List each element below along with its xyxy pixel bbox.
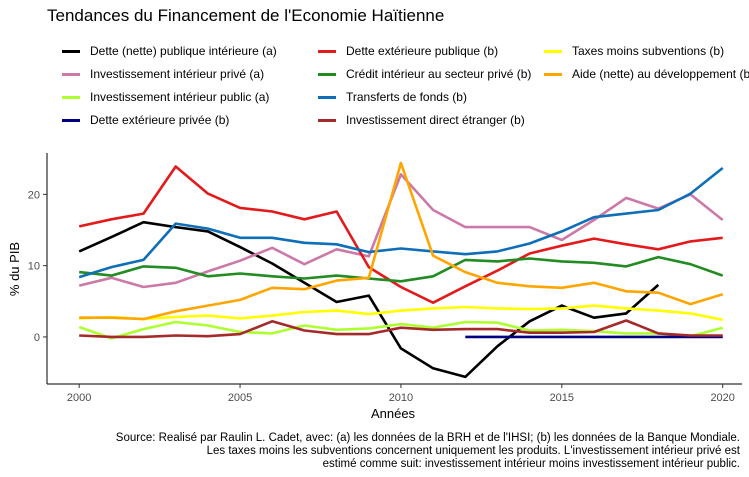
series-line-5 xyxy=(78,165,723,305)
legend-key xyxy=(62,95,80,99)
legend-item-8: Investissement direct étranger (b) xyxy=(318,111,525,129)
legend-item-7: Transferts de fonds (b) xyxy=(318,88,467,106)
legend-label: Investissement intérieur privé (a) xyxy=(90,67,265,81)
y-tick-label: 10 xyxy=(28,261,40,273)
legend-key xyxy=(318,95,336,99)
series-line-1 xyxy=(78,220,660,379)
source-line-3: estimé comme suit: investissement intéri… xyxy=(322,458,740,470)
series-line-10 xyxy=(79,161,724,321)
legend-label: Dette extérieure publique (b) xyxy=(346,44,499,58)
source-line-2: Les taxes moins les subventions concerne… xyxy=(206,445,740,457)
x-tick-label: 2010 xyxy=(389,392,413,404)
legend-item-3: Investissement intérieur public (a) xyxy=(62,88,269,106)
series-line-3 xyxy=(78,320,724,340)
series-line-9 xyxy=(79,304,723,322)
y-tick-label: 0 xyxy=(34,332,40,344)
x-tick-label: 2020 xyxy=(710,392,734,404)
legend-label: Taxes moins subventions (b) xyxy=(572,44,725,58)
x-tick-label: 2000 xyxy=(67,392,91,404)
legend-key xyxy=(544,49,562,53)
legend-label: Investissement intérieur public (a) xyxy=(90,90,270,104)
source-line-1: Source: Realisé par Raulin L. Cadet, ave… xyxy=(115,432,740,444)
x-tick-label: 2015 xyxy=(550,392,574,404)
legend-item-4: Dette extérieure privée (b) xyxy=(62,111,229,129)
legend-key xyxy=(318,49,336,53)
legend-key xyxy=(62,72,80,76)
legend-key xyxy=(544,72,562,76)
legend-label: Aide (nette) au développement (b) xyxy=(572,67,749,81)
x-axis-title: Années xyxy=(371,406,416,421)
legend-key xyxy=(318,118,336,122)
series-line-6 xyxy=(79,255,724,283)
y-tick-label: 20 xyxy=(28,189,40,201)
legend-label: Crédit intérieur au secteur privé (b) xyxy=(346,67,532,81)
legend-item-5: Dette extérieure publique (b) xyxy=(318,42,498,60)
chart-source-note: Source: Realisé par Raulin L. Cadet, ave… xyxy=(50,432,740,471)
legend-item-6: Crédit intérieur au secteur privé (b) xyxy=(318,65,531,83)
legend-item-10: Aide (nette) au développement (b) xyxy=(544,65,749,83)
legend-key xyxy=(62,49,80,53)
series-line-2 xyxy=(78,173,724,289)
legend-label: Dette extérieure privée (b) xyxy=(90,113,230,127)
chart-title: Tendances du Financement de l'Economie H… xyxy=(47,6,445,25)
legend-key xyxy=(318,72,336,76)
x-tick-label: 2005 xyxy=(228,392,252,404)
y-axis-title: % du PIB xyxy=(7,242,22,296)
chart-legend: Dette (nette) publique intérieure (a) Inv… xyxy=(62,42,749,134)
legend-label: Investissement direct étranger (b) xyxy=(346,113,525,127)
legend-item-2: Investissement intérieur privé (a) xyxy=(62,65,264,83)
legend-item-9: Taxes moins subventions (b) xyxy=(544,42,724,60)
series-line-7 xyxy=(78,166,724,279)
legend-label: Dette (nette) publique intérieure (a) xyxy=(90,44,277,58)
series-line-8 xyxy=(79,319,723,339)
legend-key xyxy=(62,118,80,122)
legend-label: Transferts de fonds (b) xyxy=(346,90,467,104)
legend-item-1: Dette (nette) publique intérieure (a) xyxy=(62,42,277,60)
